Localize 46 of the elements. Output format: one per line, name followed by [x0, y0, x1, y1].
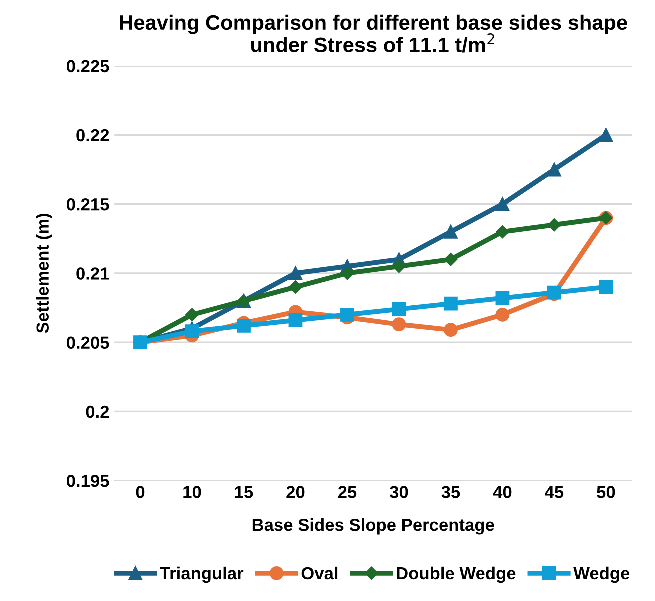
chart-title: Heaving Comparison for different base sides shape under Stress of 11.1 t/m$^{2}$	[120, 14, 628, 53]
point	[548, 162, 562, 177]
x-tick-label: 25	[338, 486, 357, 498]
point	[392, 318, 406, 332]
point	[392, 302, 406, 316]
point	[185, 324, 200, 338]
y-tick-label: 0.21	[76, 268, 110, 280]
x-tick-label: 50	[597, 486, 616, 498]
point	[496, 197, 510, 212]
point	[496, 225, 510, 239]
y-tick-label: 0.225	[67, 60, 110, 73]
point	[599, 128, 614, 142]
x-tick-label: 45	[545, 486, 564, 498]
x-tick-label: 10	[184, 486, 202, 498]
legend-label: Double Wedge	[397, 566, 516, 584]
point	[496, 291, 510, 306]
x-tick-label: 20	[286, 486, 305, 498]
point	[444, 323, 458, 338]
x-axis-title: Base Sides Slope Percentage	[252, 518, 494, 535]
point	[288, 314, 303, 328]
y-tick-label: 0.205	[67, 336, 110, 350]
point	[340, 266, 354, 280]
point	[444, 296, 458, 311]
legend-label: Oval	[302, 566, 338, 580]
point	[392, 260, 406, 274]
point	[548, 218, 562, 232]
point	[289, 280, 302, 294]
x-tick-label: 40	[493, 486, 512, 498]
x-tick-label: 15	[235, 486, 254, 498]
x-tick-label: 0	[136, 486, 145, 498]
point	[288, 266, 303, 280]
point	[237, 319, 251, 333]
y-tick-label: 0.2	[86, 406, 110, 418]
y-axis-title: Settlement (m)	[36, 214, 52, 334]
point	[496, 308, 510, 322]
point	[444, 225, 458, 239]
y-tick-label: 0.22	[76, 129, 110, 142]
legend-label: Wedge	[574, 566, 630, 584]
x-tick-label: 30	[390, 486, 408, 498]
legend-label: Triangular	[160, 566, 244, 584]
point	[186, 308, 199, 322]
y-tick-label: 0.215	[67, 198, 110, 211]
point	[599, 280, 614, 294]
point	[444, 253, 458, 266]
x-tick-label: 35	[442, 486, 460, 498]
y-tick-label: 0.195	[67, 474, 110, 488]
